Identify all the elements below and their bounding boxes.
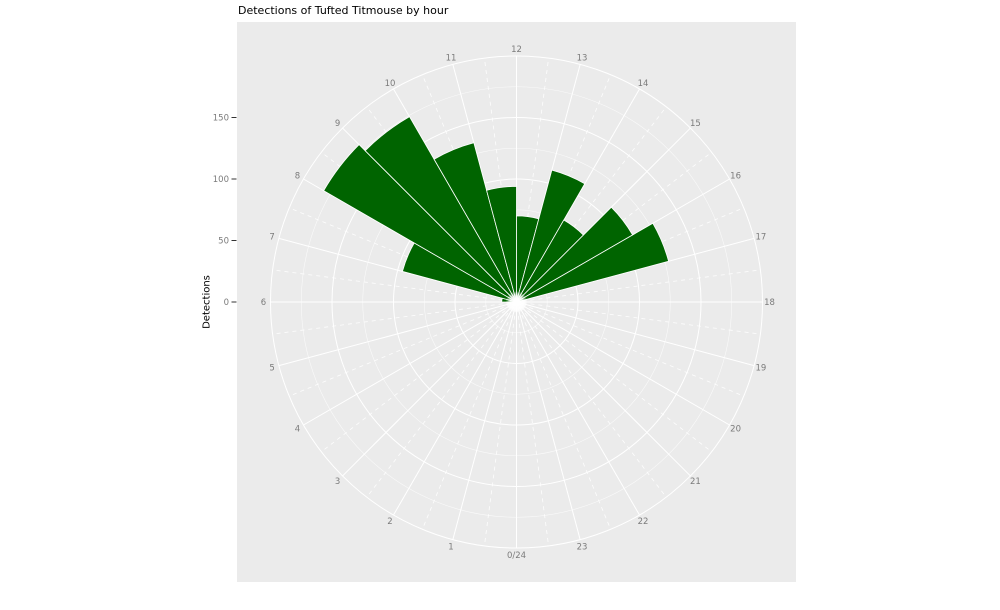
hour-label-0/24: 0/24 bbox=[507, 551, 526, 561]
grid-spoke-minor-20.5 bbox=[521, 305, 712, 453]
hour-label-7: 7 bbox=[269, 232, 274, 242]
bar-hour-8 bbox=[323, 144, 517, 303]
grid-spoke-hour-20 bbox=[516, 301, 730, 426]
grid-spoke-minor-0.5 bbox=[483, 307, 517, 546]
hour-label-1: 1 bbox=[448, 542, 453, 552]
hour-label-6: 6 bbox=[261, 298, 266, 308]
y-tick-label-150: 150 bbox=[213, 113, 229, 123]
bar-hour-13 bbox=[516, 169, 586, 303]
grid-spoke-minor-4.5 bbox=[289, 303, 512, 397]
hour-label-4: 4 bbox=[295, 424, 300, 434]
y-tick-label-0: 0 bbox=[224, 298, 229, 308]
grid-spoke-minor-17.5 bbox=[522, 269, 761, 302]
hour-label-12: 12 bbox=[511, 45, 522, 55]
hour-label-19: 19 bbox=[755, 363, 766, 373]
grid-spoke-minor-6.5 bbox=[272, 269, 511, 302]
grid-spoke-hour-22 bbox=[516, 301, 640, 516]
hour-label-5: 5 bbox=[269, 363, 274, 373]
grid-spoke-hour-19 bbox=[516, 301, 755, 367]
hour-label-11: 11 bbox=[446, 53, 457, 63]
grid-spoke-minor-23.5 bbox=[516, 307, 550, 546]
bar-hour-10 bbox=[433, 142, 517, 303]
hour-label-17: 17 bbox=[755, 232, 766, 242]
grid-spoke-hour-23 bbox=[516, 301, 581, 540]
grid-spoke-hour-2 bbox=[393, 301, 517, 516]
grid-spoke-minor-2.5 bbox=[366, 306, 514, 498]
hour-label-23: 23 bbox=[577, 542, 588, 552]
hour-label-13: 13 bbox=[577, 53, 588, 63]
hour-label-22: 22 bbox=[638, 517, 649, 527]
bar-hour-16 bbox=[516, 222, 669, 303]
center-glow bbox=[505, 291, 528, 313]
hour-label-14: 14 bbox=[638, 79, 649, 89]
grid-spoke-minor-1.5 bbox=[421, 307, 515, 530]
grid-spoke-hour-3 bbox=[342, 301, 517, 477]
hour-label-10: 10 bbox=[385, 79, 396, 89]
grid-spoke-minor-5.5 bbox=[272, 302, 511, 335]
hour-label-18: 18 bbox=[764, 298, 775, 308]
hour-label-15: 15 bbox=[690, 119, 701, 129]
grid-spoke-minor-3.5 bbox=[321, 305, 512, 453]
bar-hour-11 bbox=[486, 185, 517, 303]
hour-label-9: 9 bbox=[335, 119, 340, 129]
hour-label-3: 3 bbox=[335, 477, 340, 487]
bar-hour-9 bbox=[364, 116, 517, 303]
grid-spoke-hour-4 bbox=[303, 301, 517, 426]
grid-spoke-minor-22.5 bbox=[518, 307, 612, 530]
y-axis-title: Detections bbox=[201, 275, 213, 329]
hour-label-20: 20 bbox=[730, 424, 741, 434]
chart-title: Detections of Tufted Titmouse by hour bbox=[238, 4, 449, 17]
hour-label-8: 8 bbox=[295, 171, 300, 181]
hour-label-2: 2 bbox=[387, 517, 392, 527]
hour-label-16: 16 bbox=[730, 171, 741, 181]
grid-spoke-hour-21 bbox=[516, 301, 691, 477]
grid-spoke-hour-1 bbox=[452, 301, 517, 540]
y-tick-label-100: 100 bbox=[213, 175, 229, 185]
grid-spoke-hour-5 bbox=[278, 301, 517, 367]
grid-spoke-minor-18.5 bbox=[522, 302, 761, 335]
hour-label-21: 21 bbox=[690, 477, 701, 487]
y-tick-label-50: 50 bbox=[218, 236, 229, 246]
grid-spoke-minor-19.5 bbox=[521, 303, 744, 397]
grid-spoke-minor-21.5 bbox=[519, 306, 667, 498]
